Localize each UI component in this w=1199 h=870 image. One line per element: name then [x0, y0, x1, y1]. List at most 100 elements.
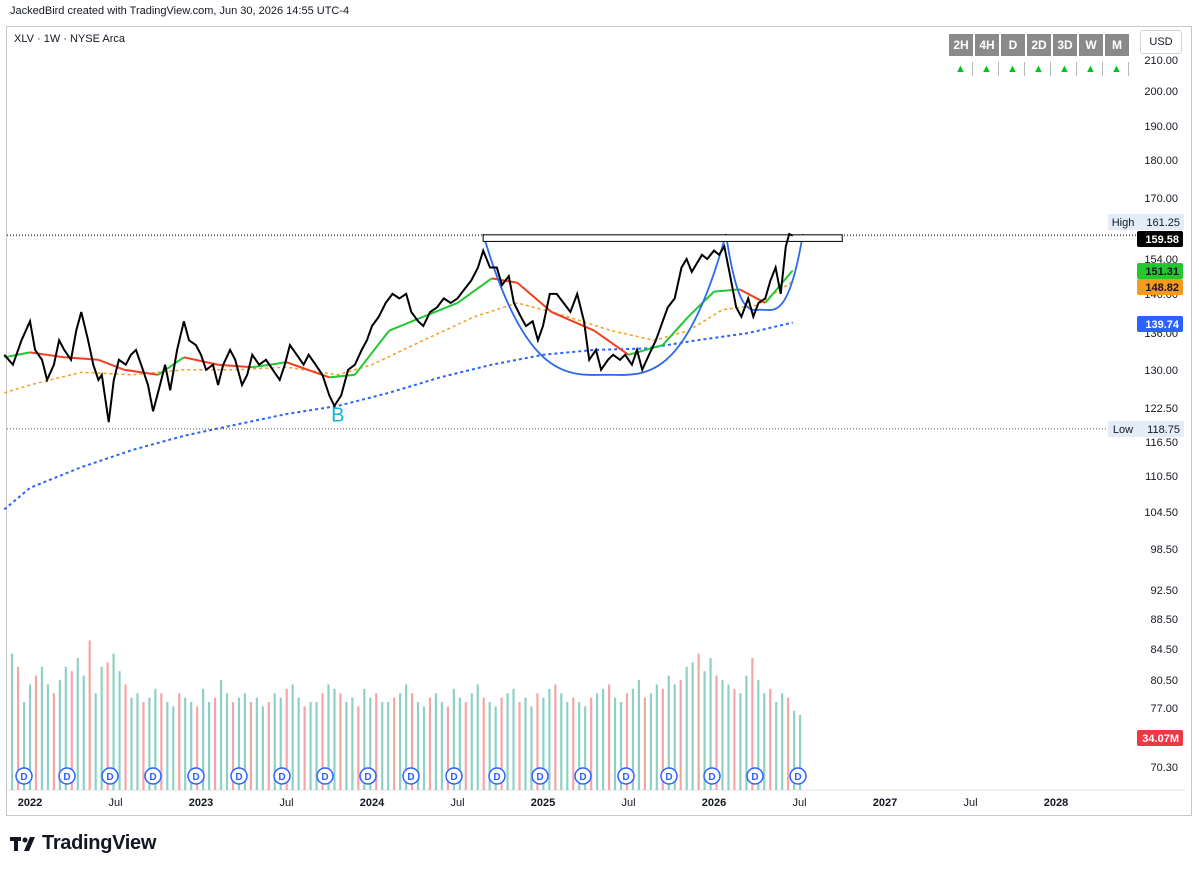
- timeframe-button-m[interactable]: M: [1105, 34, 1129, 56]
- dividend-label: D: [665, 772, 672, 783]
- sma-long-tag-text: 139.74: [1145, 319, 1180, 331]
- dividend-circle: [230, 767, 248, 785]
- low-tag-label: Low: [1113, 424, 1133, 436]
- timeframe-button-w[interactable]: W: [1079, 34, 1103, 56]
- high-tag-label-bg: [1108, 214, 1138, 230]
- sma-long-tag: 139.74: [1137, 316, 1183, 332]
- volume-bar: [106, 662, 109, 790]
- volume-bar: [64, 666, 67, 790]
- ema-fast-tag-text: 151.31: [1145, 266, 1179, 278]
- volume-bar: [88, 640, 91, 790]
- volume-bar: [11, 653, 14, 790]
- volume-bar: [548, 688, 551, 790]
- volume-bar: [196, 706, 199, 790]
- volume-bar: [566, 702, 569, 790]
- volume-bar: [781, 693, 784, 790]
- dividend-circle: [15, 767, 33, 785]
- dividend-circle: [58, 767, 76, 785]
- time-tick-label: 2026: [702, 797, 726, 809]
- volume-bar: [560, 693, 563, 790]
- volume-bar: [40, 666, 44, 790]
- dividend-marker: D: [316, 767, 334, 785]
- resistance-box: [482, 234, 843, 242]
- volume-bar: [369, 697, 372, 790]
- volume-bar: [148, 697, 151, 790]
- volume-bar: [506, 693, 509, 790]
- currency-button[interactable]: USD: [1140, 30, 1182, 54]
- volume-bar: [637, 680, 641, 790]
- volume-bar: [530, 706, 533, 790]
- dividend-circle: [359, 767, 377, 785]
- up-arrow-icon: ▲: [1105, 62, 1129, 76]
- volume-bar: [297, 697, 300, 790]
- timeframe-button-d[interactable]: D: [1001, 34, 1025, 56]
- volume-bar: [178, 693, 181, 790]
- price-tick-label: 180.00: [1144, 155, 1178, 167]
- timeframe-button-2d[interactable]: 2D: [1027, 34, 1051, 56]
- volume-bar: [751, 658, 754, 790]
- ema-fast-segment: [354, 330, 390, 376]
- volume-bar: [213, 697, 217, 790]
- volume-bar: [488, 702, 491, 790]
- tradingview-logo[interactable]: TradingView: [10, 832, 156, 855]
- volume-bar: [542, 697, 545, 790]
- tradingview-logo-icon: [10, 836, 35, 851]
- dividend-circle: [187, 767, 205, 785]
- dividend-marker: D: [101, 767, 119, 785]
- sma-long-tag-bg: [1137, 316, 1183, 332]
- volume-bar: [285, 688, 288, 790]
- volume-bar: [118, 671, 121, 790]
- dividend-marker: D: [660, 767, 678, 785]
- up-arrow-icon: ▲: [1027, 62, 1051, 76]
- ema-fast-segment: [661, 315, 690, 346]
- time-tick-label: 2023: [189, 797, 213, 809]
- timeframe-button-4h[interactable]: 4H: [975, 34, 999, 56]
- dividend-label: D: [794, 772, 801, 783]
- price-tick-label: 88.50: [1150, 614, 1178, 626]
- volume-bar: [345, 702, 348, 790]
- dividend-marker: D: [789, 767, 807, 785]
- volume-bar: [327, 684, 330, 790]
- volume-bar: [339, 693, 342, 790]
- dividend-label: D: [106, 772, 113, 783]
- price-tick-label: 200.00: [1144, 86, 1178, 98]
- volume-bar: [769, 688, 772, 790]
- chart-frame: [6, 26, 1192, 816]
- volume-bar: [190, 702, 193, 790]
- volume-bar: [787, 697, 790, 790]
- dividend-marker: D: [488, 767, 506, 785]
- dividend-marker: D: [144, 767, 162, 785]
- dividend-label: D: [235, 772, 242, 783]
- price-chart[interactable]: 210.00200.00190.00180.00170.00154.00146.…: [0, 0, 1199, 830]
- volume-bar: [613, 697, 617, 790]
- ema-fast-segment: [329, 373, 355, 379]
- dividend-circle: [316, 767, 334, 785]
- volume-bar: [470, 693, 473, 790]
- volume-bar: [578, 702, 581, 790]
- volume-bar: [100, 666, 103, 790]
- dividend-circle: [273, 767, 291, 785]
- timeframe-signal-row: ▲ ▲ ▲ ▲ ▲ ▲ ▲: [949, 62, 1131, 76]
- volume-bar: [333, 688, 336, 790]
- dividend-label: D: [364, 772, 371, 783]
- volume-bar: [315, 702, 318, 790]
- volume-bar: [309, 702, 312, 790]
- volume-bar: [16, 666, 20, 790]
- dividend-marker: D: [273, 767, 291, 785]
- volume-bar: [303, 706, 306, 790]
- volume-bar: [434, 693, 438, 790]
- volume-bar: [249, 702, 252, 790]
- volume-bar: [184, 697, 187, 790]
- last-price-tag: 159.58: [1137, 231, 1183, 247]
- timeframe-button-3d[interactable]: 3D: [1053, 34, 1077, 56]
- volume-bar: [619, 702, 623, 790]
- volume-bar: [279, 697, 282, 790]
- dividend-circle: [660, 767, 678, 785]
- price-tick-label: 122.50: [1144, 403, 1178, 415]
- up-arrow-icon: ▲: [1053, 62, 1077, 76]
- volume-bar: [602, 688, 605, 790]
- dividend-label: D: [63, 772, 70, 783]
- timeframe-button-2h[interactable]: 2H: [949, 34, 973, 56]
- dividend-marker: D: [703, 767, 721, 785]
- volume-bar: [273, 693, 276, 790]
